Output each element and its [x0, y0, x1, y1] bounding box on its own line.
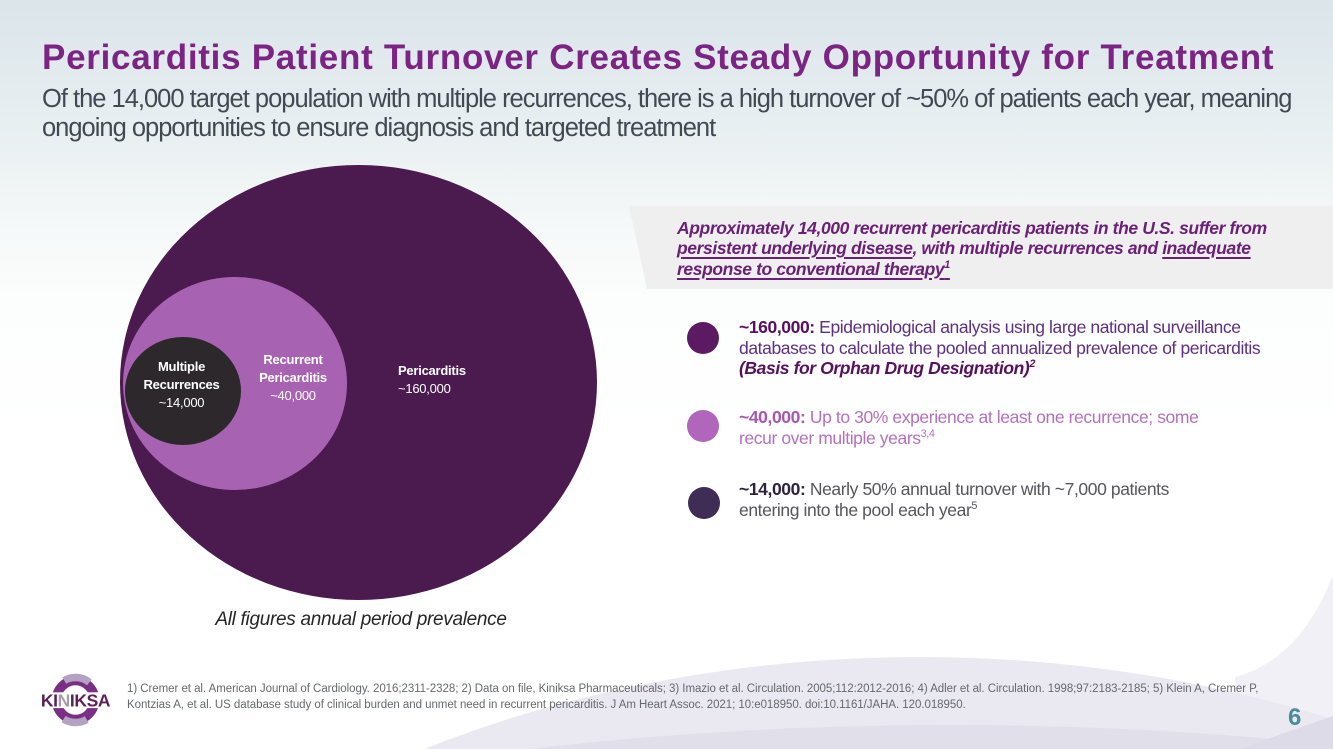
svg-text:KINIKSA: KINIKSA	[41, 691, 111, 711]
